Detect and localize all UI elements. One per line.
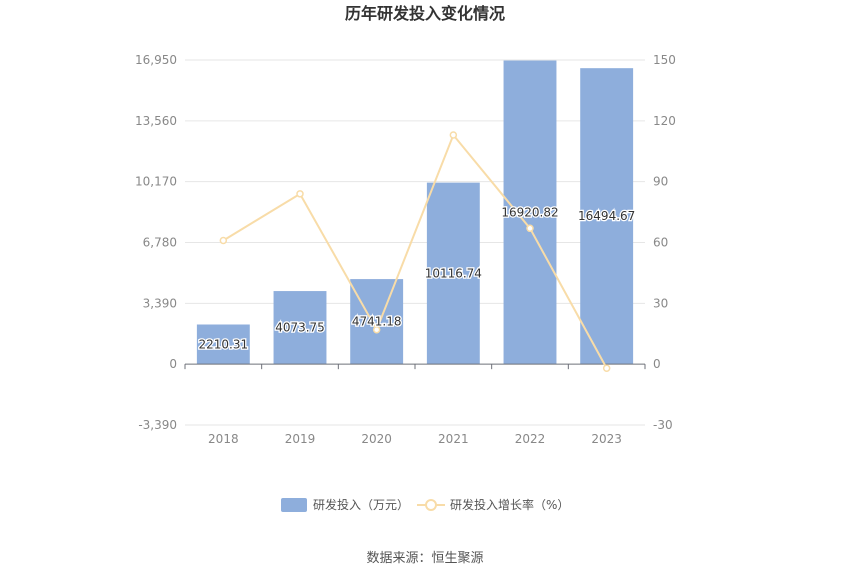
bar-labels: 2210.31 4073.75 4741.18 10116.74 16920.82 164… xyxy=(197,204,636,352)
growth-point xyxy=(219,236,228,245)
legend-bar-swatch[interactable] xyxy=(281,498,307,512)
line-series xyxy=(219,131,611,372)
x-tick-label: 2023 xyxy=(591,432,622,446)
bar xyxy=(580,68,634,365)
legend-bar-label[interactable]: 研发投入（万元） xyxy=(313,497,409,512)
bar-value-label: 2210.31 xyxy=(199,337,249,351)
left-tick-label: 13,560 xyxy=(135,114,177,128)
legend[interactable]: 研发投入（万元） 研发投入增长率（%） xyxy=(281,497,569,512)
x-tick-label: 2021 xyxy=(438,432,469,446)
legend-line-marker[interactable] xyxy=(425,499,437,511)
right-axis-ticks: 150 120 90 60 30 0 -30 xyxy=(653,53,676,432)
source-text: 数据来源：恒生聚源 xyxy=(366,551,483,566)
bar xyxy=(426,182,480,365)
x-tick-label: 2019 xyxy=(285,432,316,446)
bar-value-label: 4073.75 xyxy=(275,321,325,335)
x-axis: 2018 2019 2020 2021 2022 2023 xyxy=(184,363,646,446)
bar xyxy=(503,60,557,365)
right-tick-label: 120 xyxy=(653,114,676,128)
x-tick-label: 2018 xyxy=(208,432,239,446)
x-tick-label: 2020 xyxy=(361,432,392,446)
growth-point xyxy=(526,224,534,233)
bar xyxy=(273,291,327,365)
chart-title: 历年研发投入变化情况 xyxy=(345,4,505,23)
growth-line xyxy=(222,133,608,369)
left-tick-label: 3,390 xyxy=(143,296,177,310)
right-tick-label: 30 xyxy=(653,296,668,310)
left-tick-label: 10,170 xyxy=(135,175,177,189)
right-tick-label: 60 xyxy=(653,236,668,250)
growth-point xyxy=(602,364,611,372)
bar-value-label: 10116.74 xyxy=(425,266,482,280)
right-tick-label: 0 xyxy=(653,357,661,371)
left-tick-label: 0 xyxy=(169,357,177,371)
growth-point xyxy=(372,325,381,334)
left-tick-label: 6,780 xyxy=(143,236,177,250)
left-tick-label: 16,950 xyxy=(135,53,177,67)
growth-point xyxy=(449,131,458,139)
x-tick-label: 2022 xyxy=(515,432,546,446)
right-tick-label: -30 xyxy=(653,418,673,432)
right-tick-label: 90 xyxy=(653,175,668,189)
bar-value-label: 16494.67 xyxy=(578,209,635,223)
bar xyxy=(350,279,404,365)
left-tick-label: -3,390 xyxy=(138,418,177,432)
legend-line-label[interactable]: 研发投入增长率（%） xyxy=(450,497,569,512)
bar-value-label: 16920.82 xyxy=(501,205,558,219)
right-tick-label: 150 xyxy=(653,53,676,67)
left-axis-ticks: 16,950 13,560 10,170 6,780 3,390 0 -3,390 xyxy=(135,53,177,432)
growth-point xyxy=(296,190,304,198)
bar-series xyxy=(196,60,634,365)
bar xyxy=(196,324,250,365)
bar-value-label: 4741.18 xyxy=(352,315,402,329)
grid-lines xyxy=(185,59,645,426)
